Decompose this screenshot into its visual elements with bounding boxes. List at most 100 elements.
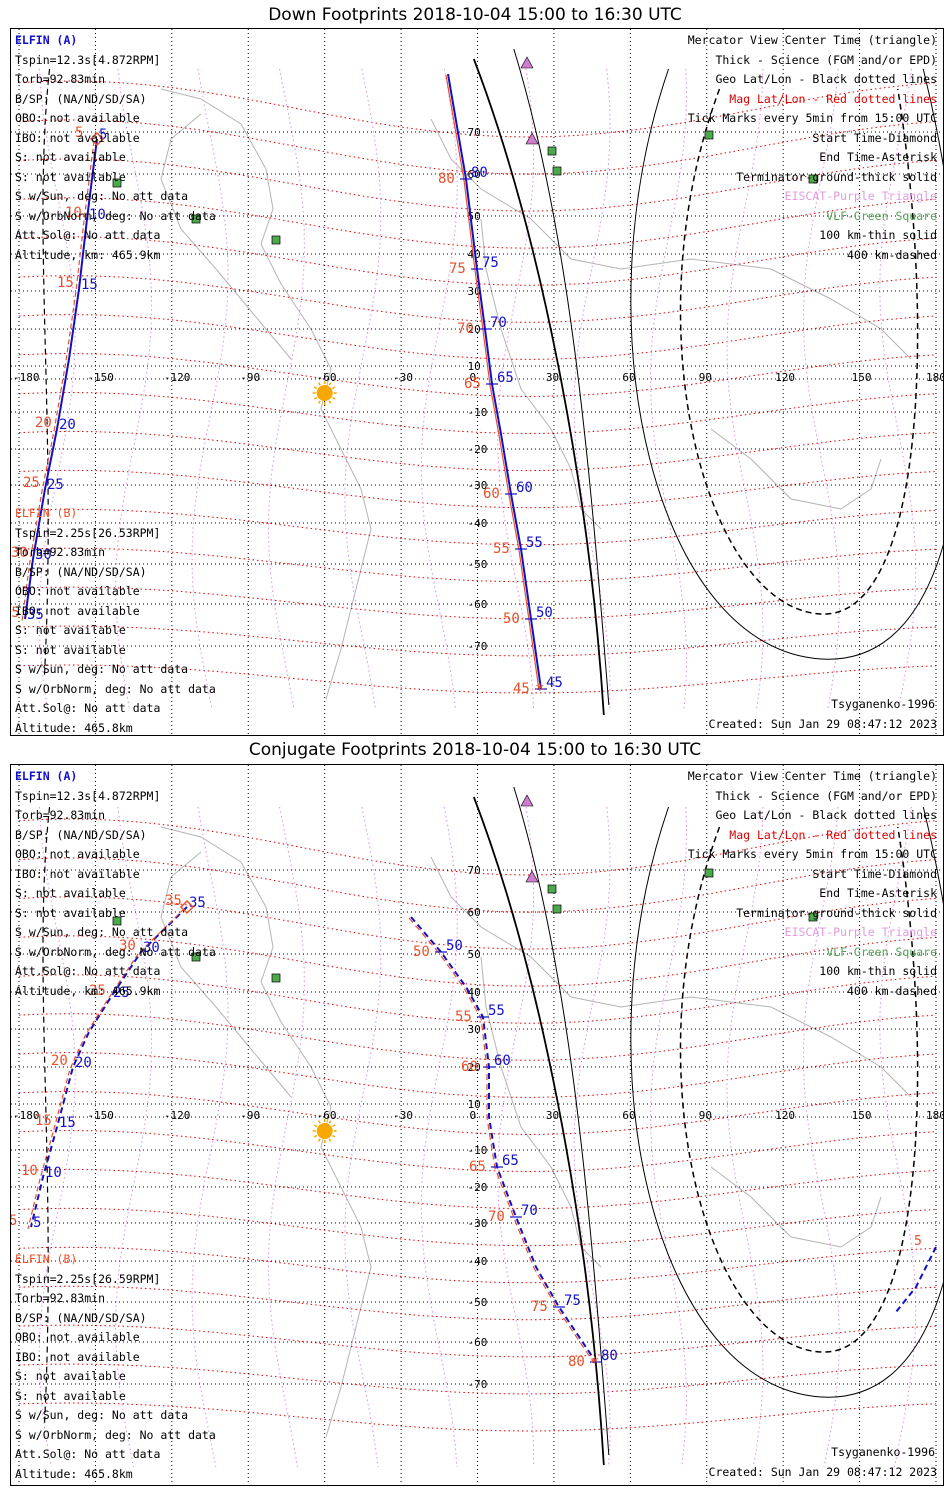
mag-longitude-line bbox=[267, 806, 305, 1468]
map-panel-down: -180 -150 -120 -90 -60 -30 0 30 60 90 120 150 180 70 6… bbox=[10, 28, 944, 736]
mag-longitude-line bbox=[650, 806, 688, 1468]
legend-item: VLF-Green Square bbox=[826, 944, 937, 959]
tick-label-a: 80 bbox=[601, 1348, 618, 1364]
tick-label-a: 50 bbox=[536, 605, 553, 621]
tick-label-a: 70 bbox=[490, 315, 507, 331]
elfin-b-line: Altitude: 465.8km bbox=[15, 720, 133, 735]
lon-label: 120 bbox=[775, 371, 795, 384]
mag-latitude-line bbox=[18, 1013, 937, 1061]
tick-label-b: 70 bbox=[488, 1209, 505, 1225]
mag-longitude-line bbox=[803, 806, 840, 1468]
coastline bbox=[160, 826, 372, 1438]
lat-label: -40 bbox=[468, 1255, 488, 1268]
tick-label-a: 30 bbox=[143, 940, 160, 956]
sun-ray bbox=[318, 400, 321, 404]
end-asterisk-marker: * bbox=[590, 1353, 600, 1372]
lat-label: 70 bbox=[468, 126, 481, 139]
legend-item: Terminator-ground-thick solid bbox=[736, 905, 937, 920]
lon-label: -180 bbox=[13, 1109, 40, 1122]
tick-label-a: 80 bbox=[471, 165, 488, 181]
elfin-a-line: Tspin=12.3s[4.872RPM] bbox=[15, 52, 161, 67]
vlf-station-square bbox=[808, 912, 818, 922]
map-panel-conjugate: -180 -150 -120 -90 -60 -30 0 30 60 90 120 150 180 70 6… bbox=[10, 764, 944, 1486]
lat-label: -50 bbox=[468, 558, 488, 571]
coastline bbox=[160, 88, 372, 700]
legend-item: Start Time-Diamond bbox=[812, 130, 937, 145]
vlf-station-square bbox=[552, 904, 562, 914]
night-boundary-400km bbox=[679, 88, 919, 615]
lat-label: 60 bbox=[468, 906, 481, 919]
start-diamond-marker bbox=[179, 899, 195, 915]
map-canvas-conjugate: -180 -150 -120 -90 -60 -30 0 30 60 90 120 150 180 70 6… bbox=[11, 765, 943, 1485]
elfin-b-track bbox=[445, 74, 540, 691]
lat-label: -20 bbox=[468, 443, 488, 456]
elfin-b-track-west bbox=[21, 140, 95, 622]
elfin-a-line: IBO: not available bbox=[15, 866, 140, 881]
mag-longitude-line bbox=[191, 68, 229, 710]
tick-label-b: 30 bbox=[119, 938, 136, 954]
elfin-a-track bbox=[447, 73, 542, 690]
legend-item: 400 km-dashed bbox=[846, 983, 937, 998]
terminator-line bbox=[472, 58, 605, 716]
lat-label: 70 bbox=[468, 864, 481, 877]
mag-latitude-line bbox=[18, 469, 937, 509]
tick-label-a: 75 bbox=[564, 1293, 581, 1309]
elfin-b-track bbox=[408, 917, 595, 1364]
elfin-a-line: OBO: not available bbox=[15, 111, 140, 125]
sun-ray bbox=[318, 382, 321, 386]
tick-label-b: 30 bbox=[11, 545, 28, 561]
lat-label: -60 bbox=[468, 1336, 488, 1349]
tick-label-b: 10 bbox=[65, 205, 82, 221]
lat-label: 50 bbox=[468, 948, 481, 961]
lat-label: 40 bbox=[468, 986, 481, 999]
sun-ray bbox=[332, 386, 336, 390]
elfin-a-track bbox=[410, 916, 597, 1363]
tick-label-a: 10 bbox=[45, 1165, 62, 1181]
lon-label: 90 bbox=[699, 1109, 712, 1122]
elfin-b-line: S w/Sun, deg: No att data bbox=[15, 1408, 189, 1422]
sun-ray bbox=[318, 1120, 321, 1124]
elfin-a-line: S w/OrbNorm, deg: No att data bbox=[15, 208, 216, 223]
vlf-station-square bbox=[704, 868, 714, 878]
sun-ray bbox=[318, 1138, 321, 1142]
sun-ray bbox=[313, 1134, 318, 1138]
lon-label: 60 bbox=[622, 1109, 635, 1122]
legend-item: Thick - Science (FGM and/or EPD) bbox=[715, 52, 937, 67]
mag-latitude-line bbox=[18, 857, 937, 913]
mag-latitude-line bbox=[18, 1207, 937, 1247]
elfin-a-line: S: not available bbox=[15, 169, 126, 184]
tick-label-b: 5 bbox=[914, 1234, 922, 1249]
elfin-a-line: Altitude, km: 465.9km bbox=[15, 983, 161, 998]
lat-label: 30 bbox=[468, 1023, 481, 1036]
tick-label-b: 60 bbox=[483, 486, 500, 502]
legend-item: Mercator View Center Time (triangle) bbox=[687, 769, 937, 783]
terminator-100km bbox=[513, 786, 610, 1456]
tick-label-b: 25 bbox=[23, 475, 40, 491]
mag-latitude-line bbox=[18, 896, 937, 950]
legend-item: VLF-Green Square bbox=[826, 208, 937, 223]
tick-label-b: 50 bbox=[503, 611, 520, 627]
sun-ray bbox=[332, 1134, 336, 1138]
elfin-a-line: S: not available bbox=[15, 886, 126, 900]
legend-item: Geo Lat/Lon - Black dotted lines bbox=[715, 808, 937, 822]
legend-item: 400 km-dashed bbox=[846, 247, 937, 262]
mag-longitude-line bbox=[115, 68, 153, 710]
elfin-b-line: S w/OrbNorm, deg: No att data bbox=[15, 1427, 216, 1442]
elfin-a-line: OBO: not available bbox=[15, 847, 140, 861]
legend-item: Mercator View Center Time (triangle) bbox=[687, 33, 937, 47]
tick-label-a: 30 bbox=[35, 547, 52, 563]
lat-label: -70 bbox=[468, 1378, 488, 1391]
tick-label-b: 65 bbox=[464, 376, 481, 392]
elfin-b-line: B/SP: (NA/ND/SD/SA) bbox=[15, 564, 147, 579]
elfin-b-line: S: not available bbox=[15, 1369, 126, 1383]
tick-label-a: 55 bbox=[488, 1003, 505, 1019]
vlf-station-square bbox=[552, 166, 562, 176]
tick-label-b: 60 bbox=[461, 1059, 478, 1075]
elfin-a-header: ELFIN (A) bbox=[15, 769, 78, 783]
terminator-400km bbox=[42, 68, 51, 676]
tick-label-a: 35 bbox=[27, 607, 44, 623]
tick-label-b: 45 bbox=[513, 681, 530, 697]
mag-latitude-line bbox=[18, 236, 937, 286]
night-boundary-400km bbox=[679, 826, 919, 1353]
elfin-a-line: B/SP: (NA/ND/SD/SA) bbox=[15, 827, 147, 842]
